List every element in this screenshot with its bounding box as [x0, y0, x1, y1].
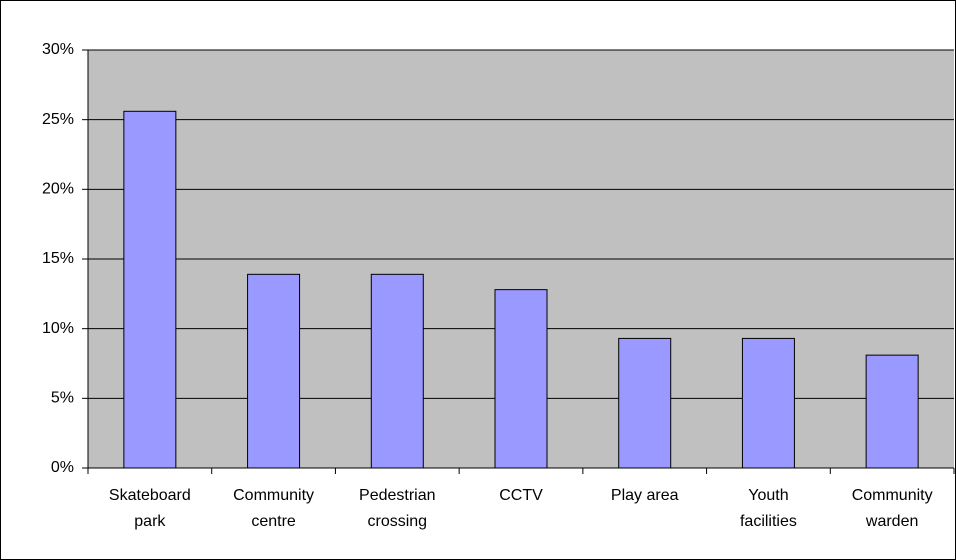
bar [741, 337, 795, 469]
x-tick-label: Play area [610, 487, 679, 504]
x-tick-label: Community warden [851, 487, 933, 530]
bar [865, 354, 919, 469]
y-tick-label: 5% [51, 390, 74, 407]
y-tick-label: 0% [51, 459, 74, 476]
bar [370, 273, 424, 469]
bar [494, 289, 548, 469]
x-tick-label: Community centre [233, 487, 315, 530]
x-tick-label: CCTV [499, 487, 543, 504]
y-tick-label: 10% [42, 320, 74, 337]
y-tick-label: 25% [42, 111, 74, 128]
y-tick-label: 20% [42, 181, 74, 198]
bar [618, 337, 672, 469]
y-tick-label: 30% [42, 41, 74, 58]
bar [247, 273, 301, 469]
x-tick-label: Skateboard park [108, 487, 191, 530]
x-tick-label: Youth facilities [739, 487, 797, 530]
x-tick-label: Pedestrian crossing [359, 487, 436, 530]
y-tick-label: 15% [42, 250, 74, 267]
bar [123, 110, 177, 469]
